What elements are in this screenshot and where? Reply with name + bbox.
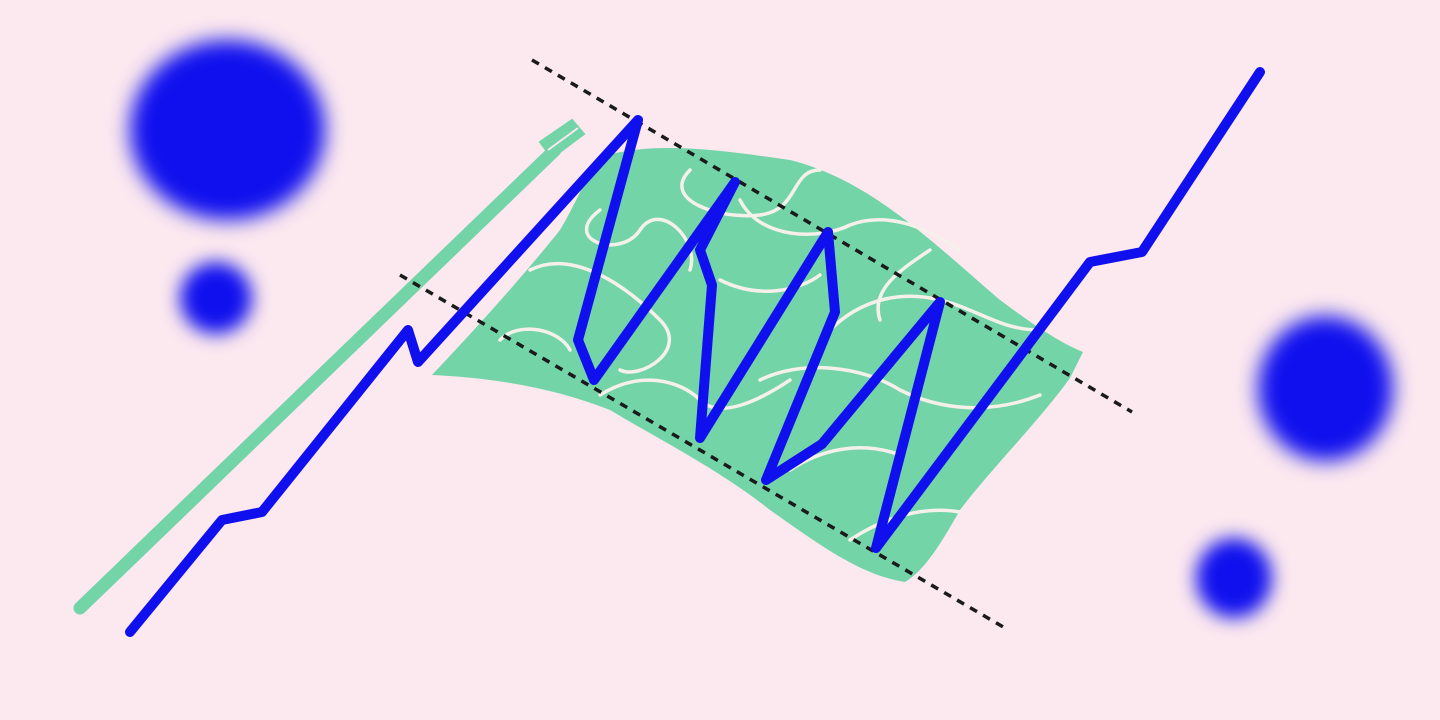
price-line-icon xyxy=(125,67,1265,637)
blur-circle-small-left xyxy=(180,262,252,334)
flag-swirl-line xyxy=(718,273,822,293)
blur-circle-large-top-left xyxy=(130,40,325,220)
flag-icon xyxy=(432,148,1083,582)
flag-swirl-line xyxy=(528,261,671,374)
flag-swirl-line xyxy=(758,365,1042,410)
flagpole-icon xyxy=(73,118,586,615)
blur-circle-small-bottom-right xyxy=(1196,538,1272,618)
flag-swirl-line xyxy=(738,198,962,252)
flag-swirl-line xyxy=(584,208,694,272)
flag-swirl-line xyxy=(498,327,572,352)
flag-swirl-line xyxy=(680,168,822,218)
flag-swirl-line xyxy=(876,248,932,322)
blur-circle-large-right xyxy=(1258,316,1393,461)
